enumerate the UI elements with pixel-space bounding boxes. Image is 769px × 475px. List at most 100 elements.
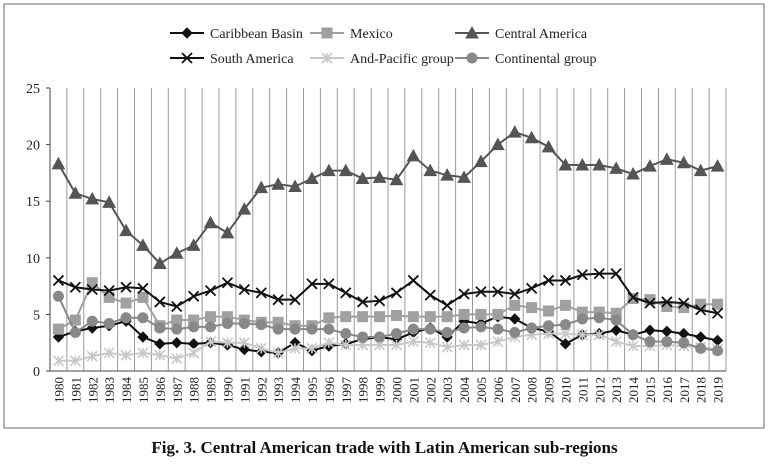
data-point-mexico [171, 314, 183, 326]
y-tick-label: 15 [26, 195, 40, 210]
data-point-continental-group [154, 322, 166, 334]
x-tick-label: 1993 [271, 377, 286, 403]
x-tick-label: 2009 [542, 377, 557, 403]
data-point-continental-group [238, 317, 250, 329]
data-point-caribbean-basin [610, 324, 622, 336]
x-tick-label: 2002 [423, 377, 438, 403]
data-point-south-america [373, 295, 386, 307]
x-tick-label: 1980 [51, 377, 66, 403]
x-tick-label: 1997 [339, 377, 354, 404]
data-point-mexico [458, 308, 470, 320]
x-tick-label: 2017 [677, 377, 692, 404]
data-point-south-america [221, 277, 234, 289]
x-tick-label: 1998 [356, 377, 371, 403]
data-point-continental-group [407, 323, 419, 335]
x-tick-label: 2013 [609, 377, 624, 403]
data-point-central-america [288, 179, 302, 192]
data-point-continental-group [543, 320, 555, 332]
data-point-caribbean-basin [509, 313, 521, 325]
series-lines [51, 125, 725, 367]
x-tick-label: 2016 [660, 377, 675, 404]
data-point-and-pacific-group [204, 336, 217, 348]
x-tick-label: 2011 [575, 377, 590, 403]
legend-marker [466, 52, 478, 64]
data-point-mexico [357, 311, 369, 323]
legend-marker [181, 52, 193, 64]
data-point-south-america [559, 274, 572, 287]
series-line-continental-group [57, 295, 718, 352]
x-tick-label: 1991 [237, 377, 252, 403]
legend-marker [181, 27, 193, 39]
data-point-south-america [576, 269, 588, 281]
data-point-central-america [153, 256, 167, 269]
data-point-central-america [676, 155, 691, 169]
data-point-mexico [407, 311, 419, 323]
x-tick-label: 1996 [322, 377, 337, 404]
data-point-central-america [710, 159, 725, 172]
legend-item-south-america: South America [170, 52, 294, 67]
data-point-and-pacific-group [289, 342, 301, 354]
data-point-caribbean-basin [644, 324, 656, 336]
data-point-mexico [559, 299, 571, 311]
data-point-central-america [254, 180, 269, 194]
series-south-america [52, 268, 724, 319]
data-point-and-pacific-group [340, 339, 352, 351]
legend-item-mexico: Mexico [310, 27, 393, 42]
data-point-and-pacific-group [475, 339, 487, 351]
axes [49, 88, 726, 372]
data-point-mexico [52, 323, 64, 335]
data-point-continental-group [86, 315, 98, 327]
data-point-south-america [390, 287, 403, 299]
legend-item-central-america: Central America [455, 25, 588, 42]
data-point-mexico [441, 311, 453, 323]
data-point-and-pacific-group [120, 349, 132, 361]
data-point-central-america [119, 223, 133, 237]
data-point-continental-group [441, 327, 453, 339]
data-point-continental-group [458, 322, 470, 334]
data-point-continental-group [137, 312, 149, 324]
data-point-and-pacific-group [627, 340, 639, 352]
data-point-south-america [188, 290, 200, 302]
x-tick-label: 1986 [153, 377, 168, 404]
series-line-mexico [57, 281, 718, 330]
x-tick-label: 1982 [85, 377, 100, 403]
data-point-caribbean-basin [559, 338, 572, 350]
data-point-south-america [272, 294, 284, 306]
data-point-south-america [475, 286, 487, 298]
data-point-caribbean-basin [154, 338, 166, 350]
data-point-central-america [102, 195, 116, 208]
x-tick-label: 2004 [457, 377, 472, 404]
data-point-central-america [406, 148, 421, 162]
data-point-central-america [423, 163, 438, 177]
data-point-south-america [407, 274, 419, 287]
data-point-central-america [524, 130, 539, 144]
data-point-central-america [474, 154, 488, 168]
y-tick-label: 5 [33, 308, 40, 323]
y-tick-label: 0 [33, 365, 40, 380]
data-point-mexico [390, 310, 402, 322]
data-point-continental-group [424, 323, 436, 335]
data-point-central-america [322, 163, 336, 177]
data-point-central-america [136, 238, 150, 251]
data-point-and-pacific-group [188, 347, 200, 359]
data-point-south-america [289, 294, 301, 306]
legend-item-caribbean-basin: Caribbean Basin [170, 27, 303, 42]
data-point-continental-group [390, 328, 402, 340]
x-tick-label: 1995 [305, 377, 320, 403]
data-point-continental-group [526, 322, 538, 334]
series-central-america [51, 125, 725, 269]
data-point-central-america [575, 157, 590, 171]
data-point-continental-group [492, 323, 504, 335]
data-point-caribbean-basin [238, 343, 251, 356]
data-point-mexico [103, 291, 115, 303]
legend-label: And-Pacific group [350, 52, 454, 67]
legend-label: Central America [495, 27, 588, 42]
data-point-central-america [507, 125, 522, 138]
data-point-south-america [644, 297, 656, 309]
legend-marker [321, 52, 333, 64]
data-point-and-pacific-group [424, 337, 436, 349]
data-point-continental-group [340, 328, 352, 340]
data-point-continental-group [255, 319, 267, 331]
x-tick-label: 2019 [711, 377, 726, 403]
